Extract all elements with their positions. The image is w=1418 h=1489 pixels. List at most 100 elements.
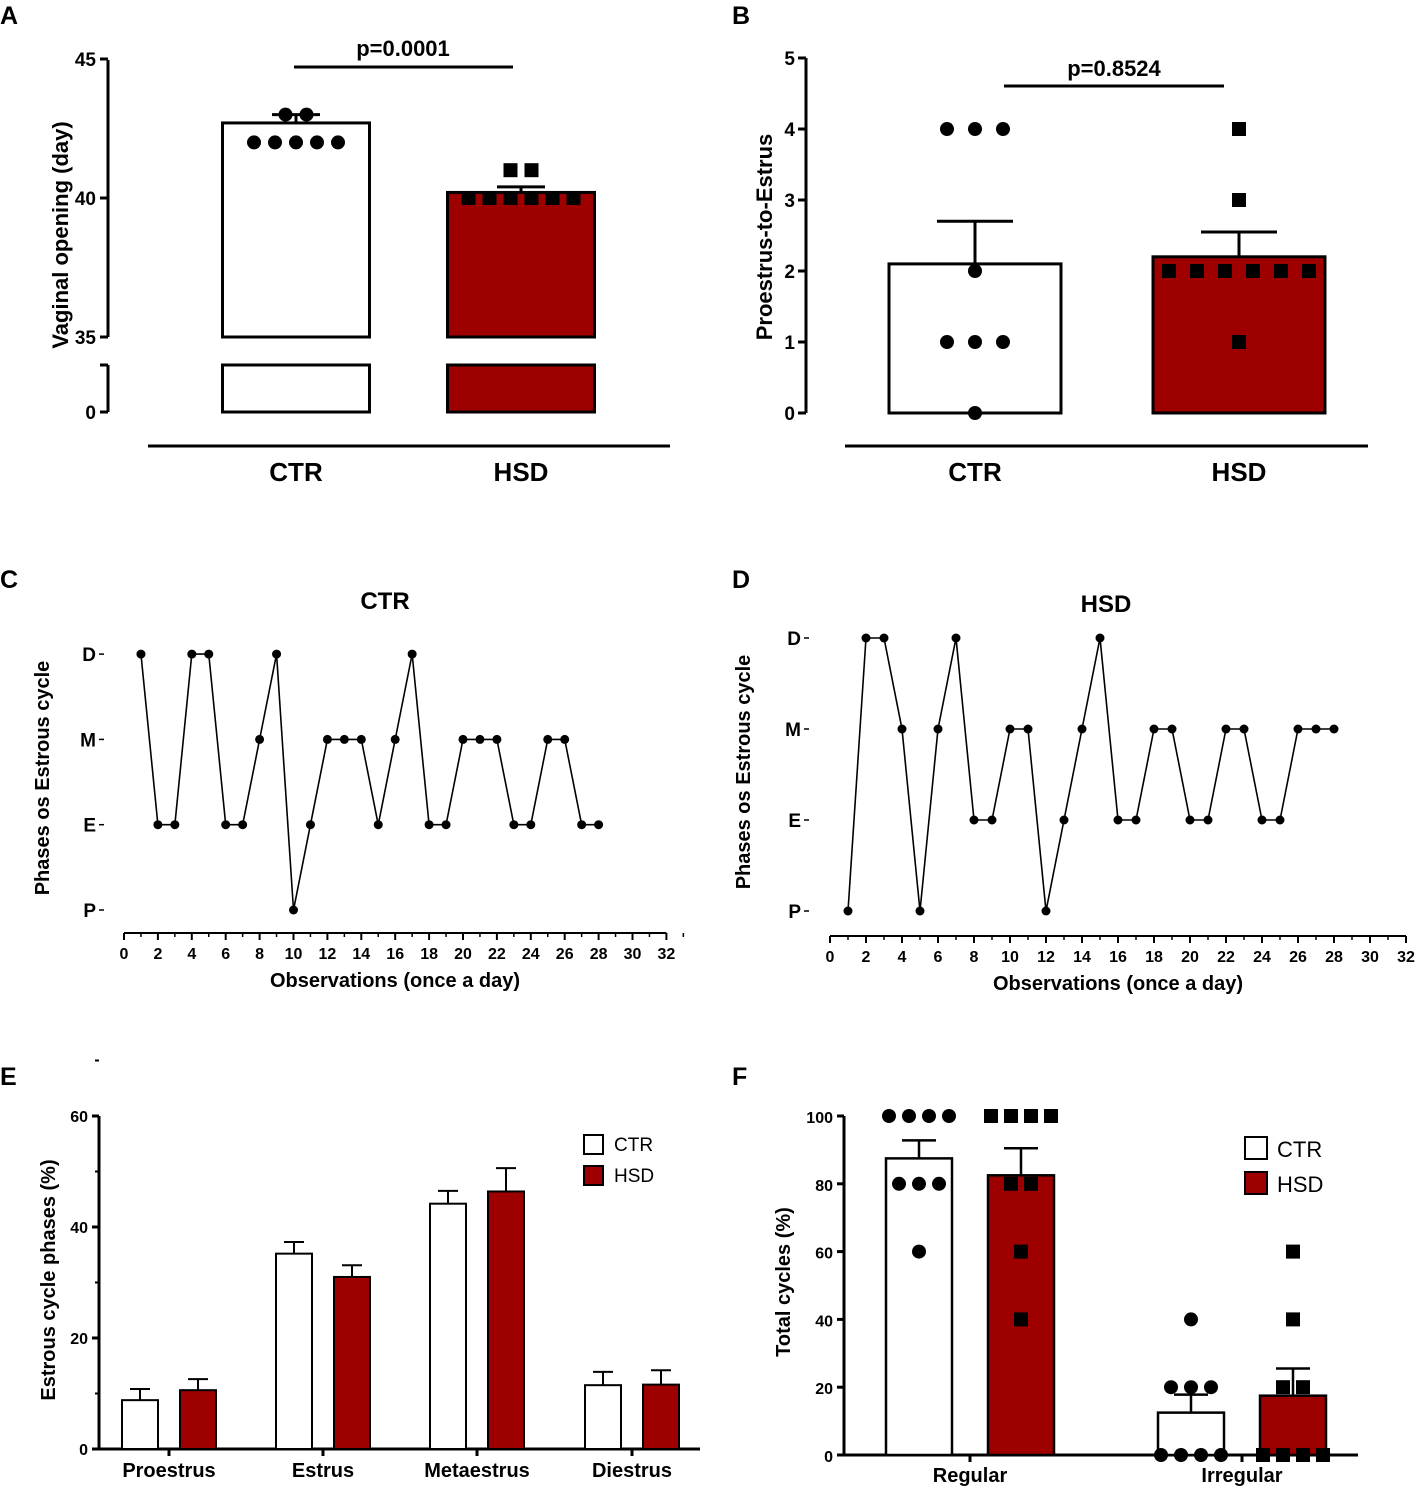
y-axis-title: Phases os Estrous cycle (733, 655, 755, 890)
legend-hsd-swatch (583, 1165, 604, 1186)
bar-hsd-point (1044, 1109, 1058, 1123)
data-point (153, 820, 163, 830)
y-axis-title: Phases os Estrous cycle (32, 661, 54, 896)
x-tick-label: 24 (1253, 949, 1271, 966)
x-tick-label: 28 (590, 946, 608, 963)
panel-b-chart: 0 1 2 3 4 5 Proestrus-to-Estrus CTR HSD p=0.8524 (752, 49, 1368, 487)
data-point (221, 820, 231, 830)
x-category-label: CTR (948, 457, 1002, 487)
x-category-label: HSD (1212, 457, 1267, 487)
bar-ctr-point (1174, 1448, 1188, 1462)
panel-e-chart: 0 20 40 60 Estrous cycle phases (%) Proestrus… (38, 1059, 700, 1482)
bar-ctr-diestrus (584, 1384, 622, 1451)
legend-ctr-swatch (1244, 1136, 1268, 1160)
data-point (339, 734, 349, 744)
bar-hsd-point (1296, 1380, 1310, 1395)
bar-hsd-diestrus (642, 1383, 680, 1450)
x-tick-label: 14 (1073, 949, 1091, 966)
chart-title: CTR (360, 588, 409, 615)
y-tick-label: 40 (70, 1220, 88, 1237)
y-tick-label: 0 (85, 403, 96, 424)
data-point (1329, 724, 1339, 734)
data-point (289, 905, 298, 915)
y-tick-label: 60 (70, 1109, 88, 1126)
y-axis-title: Estrous cycle phases (%) (38, 1159, 60, 1400)
x-axis-title: Observations (once a day) (270, 970, 520, 992)
x-tick-label: 22 (488, 946, 506, 963)
data-point (879, 633, 889, 643)
data-point (322, 734, 332, 744)
data-point (969, 815, 979, 825)
p-value-label: p=0.0001 (356, 36, 450, 61)
x-tick-label: 4 (898, 949, 907, 966)
x-category-label: Regular (933, 1465, 1008, 1487)
legend-hsd-label: HSD (614, 1166, 654, 1187)
data-point (492, 734, 502, 744)
data-point (1041, 906, 1051, 916)
x-tick-label: 6 (934, 949, 943, 966)
y-tick-label: 0 (79, 1442, 88, 1459)
bar-ctr-point (1164, 1380, 1178, 1395)
x-axis-title: Observations (once a day) (993, 973, 1243, 995)
y-tick-label: E (788, 811, 801, 832)
bar-hsd-point (1296, 1448, 1310, 1462)
x-tick-label: 32 (658, 946, 676, 963)
bar-ctr-irregular (1156, 1411, 1226, 1457)
bar-ctr-point (996, 335, 1010, 349)
data-point (1077, 724, 1087, 734)
data-point (577, 820, 587, 830)
data-point (897, 724, 907, 734)
y-tick-label: P (83, 901, 96, 922)
bar-hsd-point (482, 191, 497, 205)
bar-hsd (1151, 255, 1327, 415)
data-point (843, 906, 853, 916)
bar-hsd-point (1024, 1109, 1038, 1123)
bar-hsd-lower (446, 363, 596, 414)
bar-ctr-point (968, 406, 982, 420)
x-tick-label: 20 (454, 946, 472, 963)
panel-f-label: F (732, 1063, 747, 1091)
bar-ctr-point (1154, 1448, 1168, 1462)
bar-hsd-point (1014, 1312, 1028, 1327)
bar-hsd-point (1286, 1244, 1300, 1259)
data-point (915, 906, 925, 916)
y-tick-label: 45 (75, 50, 97, 71)
bar-ctr-point (289, 135, 303, 150)
x-tick-label: 14 (352, 946, 370, 963)
x-tick-label: 2 (862, 949, 871, 966)
panel-e-label: E (0, 1063, 17, 1091)
x-tick-label: 8 (970, 949, 979, 966)
x-category-label: CTR (269, 457, 323, 487)
x-tick-label: 12 (1037, 949, 1055, 966)
bar-ctr-point (1204, 1380, 1218, 1395)
data-point (1167, 724, 1177, 734)
bar-ctr-point (902, 1109, 916, 1123)
data-point (1095, 633, 1105, 643)
legend-hsd-label: HSD (1277, 1172, 1323, 1197)
bar-ctr-point (922, 1109, 936, 1123)
bar-ctr-point (968, 264, 982, 278)
data-point (204, 649, 214, 659)
legend-ctr-label: CTR (1277, 1137, 1322, 1162)
bar-hsd-point (1232, 122, 1246, 136)
x-tick-label: 6 (221, 946, 230, 963)
bar-ctr-point (932, 1176, 946, 1191)
y-axis-title: Proestrus-to-Estrus (752, 134, 777, 341)
bar-ctr-point (1194, 1448, 1208, 1462)
y-tick-label: 0 (824, 1449, 833, 1466)
x-category-label: HSD (494, 457, 549, 487)
bar-hsd-point (1274, 264, 1288, 278)
x-tick-label: 24 (522, 946, 540, 963)
x-tick-label: 8 (255, 946, 264, 963)
bar-hsd-point (1004, 1176, 1018, 1191)
bar-hsd-point (1302, 264, 1316, 278)
series-line (847, 637, 1334, 912)
panel-a-label: A (0, 2, 18, 30)
y-axis-title: Total cycles (%) (773, 1207, 795, 1357)
data-point (1131, 815, 1141, 825)
x-category-label: Diestrus (592, 1460, 672, 1482)
panel-f-chart: 0 20 40 60 80 100 Total cycles (%) Regular Irreg… (773, 1109, 1358, 1487)
data-point (255, 734, 265, 744)
bar-hsd-estrus (333, 1275, 371, 1450)
panel-c-label: C (0, 566, 18, 594)
